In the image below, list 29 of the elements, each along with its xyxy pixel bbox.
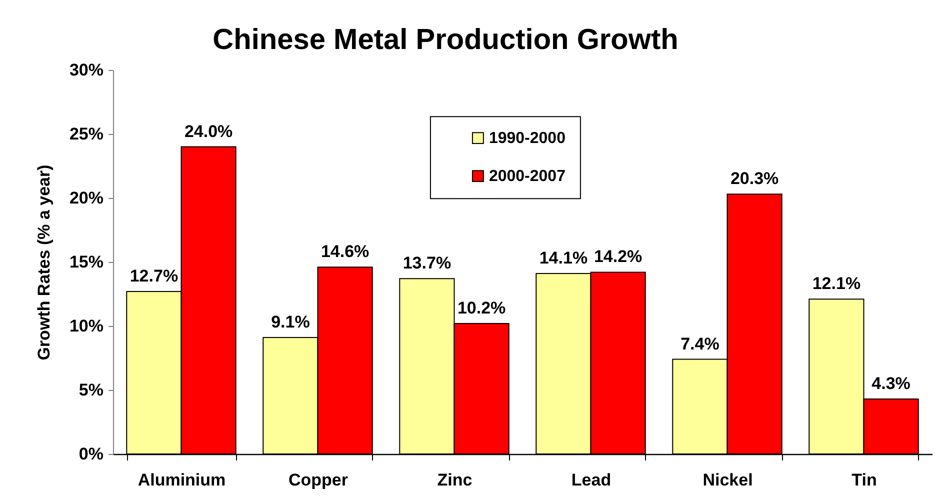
data-label: 13.7% [402, 254, 452, 273]
data-label: 10.2% [457, 298, 506, 318]
y-tick-label: 10% [69, 316, 104, 336]
legend-label: 2000-2007 [488, 168, 566, 186]
x-tick-label: Nickel [702, 470, 753, 490]
x-tick-label: Copper [288, 470, 348, 490]
y-tick-label: 0% [78, 444, 104, 464]
y-tick-label: 20% [69, 188, 104, 208]
y-tick-label: 30% [69, 60, 104, 80]
data-label: 4.3% [872, 374, 910, 393]
data-label: 12.7% [130, 266, 178, 286]
data-label: 14.1% [539, 248, 588, 268]
data-label: 9.1% [271, 312, 310, 332]
chart-title: Chinese Metal Production Growth [212, 24, 678, 56]
x-tick-label: Zinc [437, 470, 472, 490]
x-tick-label: Aluminium [138, 470, 226, 490]
data-label: 14.2% [594, 247, 642, 266]
data-label: 12.1% [812, 274, 861, 294]
data-label: 20.3% [730, 169, 779, 188]
legend-label: 1990-2000 [488, 130, 566, 148]
x-tick-label: Lead [571, 470, 612, 490]
data-label: 24.0% [184, 122, 233, 141]
data-label: 14.6% [320, 242, 370, 262]
y-tick-label: 5% [78, 380, 104, 400]
y-axis-title: Growth Rates (% a year) [34, 164, 54, 360]
data-label: 7.4% [680, 334, 720, 354]
x-tick-label: Tin [852, 470, 877, 490]
y-tick-label: 15% [69, 252, 104, 272]
y-tick-label: 25% [69, 124, 104, 144]
